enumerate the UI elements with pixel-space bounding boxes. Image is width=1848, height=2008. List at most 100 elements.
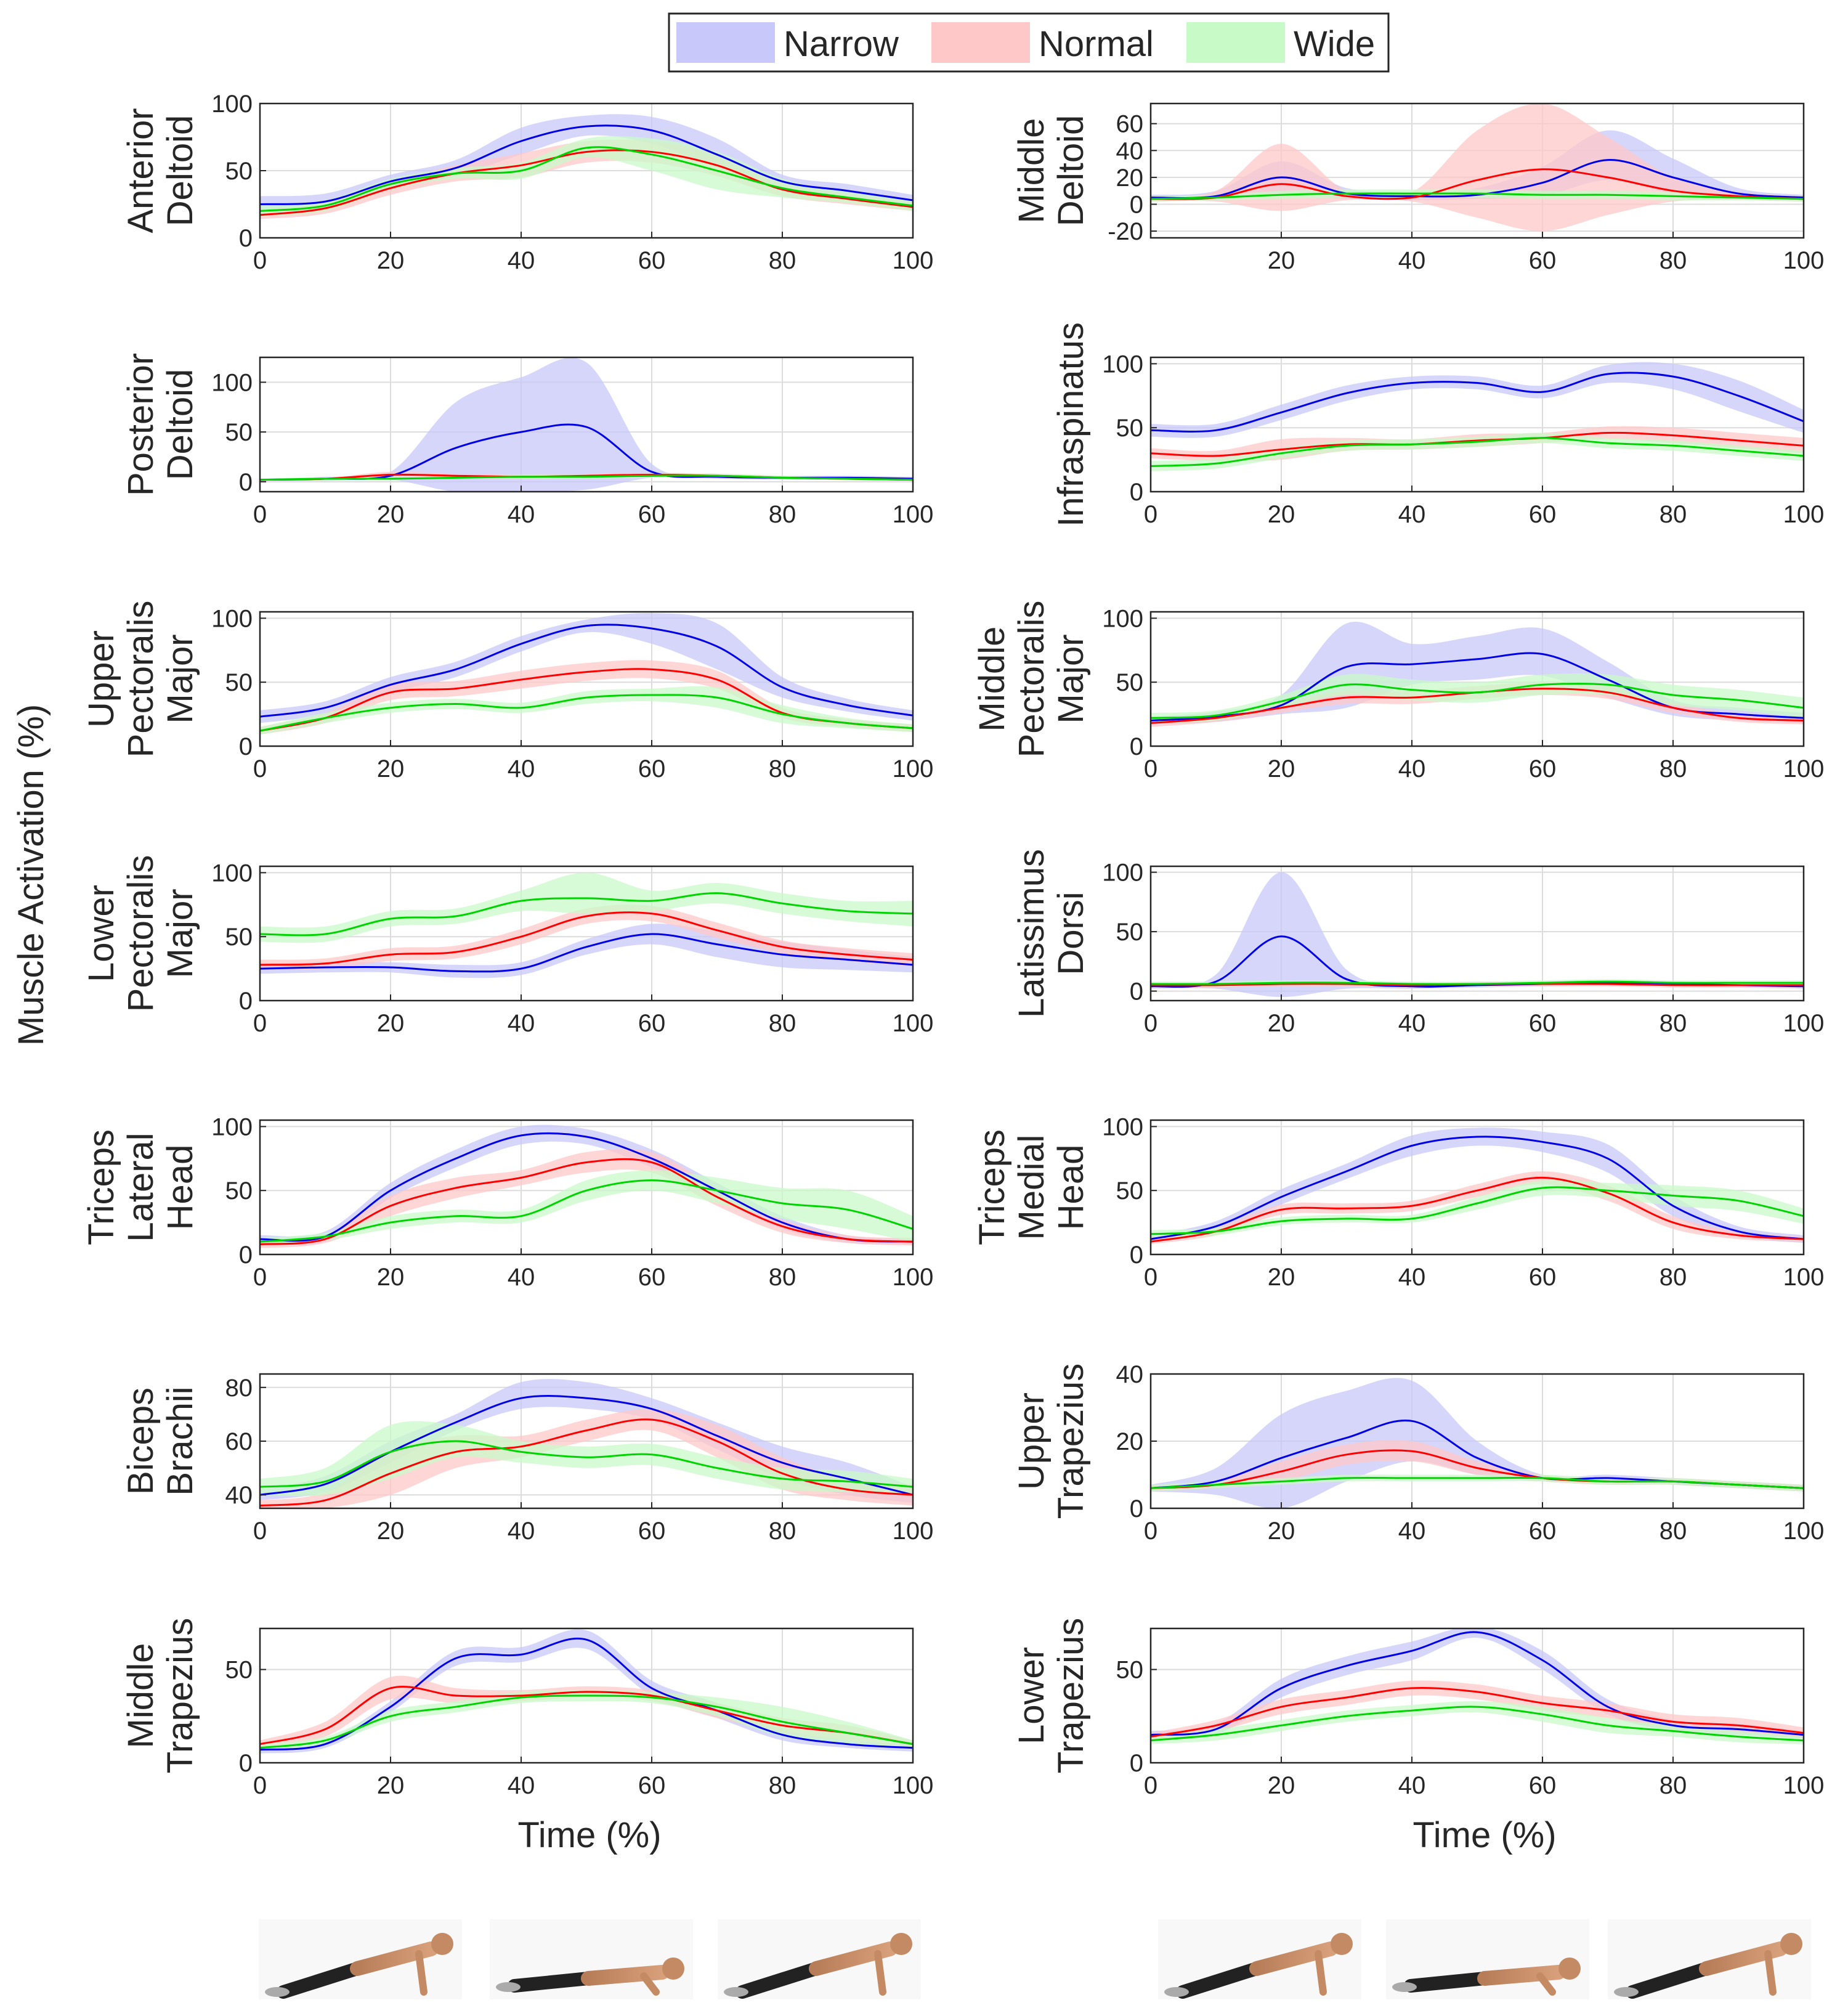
- y-tick-label: 50: [225, 924, 253, 951]
- y-tick-label: 50: [1116, 669, 1144, 696]
- x-tick-label: 80: [769, 1518, 796, 1545]
- legend-swatch-wide: [1186, 22, 1285, 63]
- axes-frame: [1149, 1627, 1805, 1764]
- x-tick-label: 0: [1144, 1772, 1157, 1799]
- y-tick-label: 100: [211, 369, 253, 396]
- panel-title: Anterior Deltoid: [121, 108, 200, 233]
- x-tick-label: 20: [377, 1010, 405, 1037]
- line-normal: [260, 911, 913, 966]
- x-tick-label: 40: [1398, 1772, 1426, 1799]
- push-up-phase-3: [1608, 1919, 1811, 1999]
- x-tick-label: 0: [1144, 1264, 1157, 1291]
- panel-title-line: Major: [1051, 634, 1091, 723]
- line-narrow: [260, 624, 913, 718]
- panel-title: Biceps Brachii: [121, 1386, 200, 1495]
- x-tick-label: 60: [1529, 1518, 1557, 1545]
- panel-title-line: Deltoid: [160, 115, 200, 227]
- x-tick-label: 80: [1660, 247, 1687, 274]
- x-tick-label: 60: [638, 247, 666, 274]
- x-tick-label: 20: [377, 247, 405, 274]
- y-tick-label: 50: [1116, 1657, 1144, 1684]
- panel-triceps-medial-head: 0 20 40 60 80 100 0 50 100 Triceps Medial Head: [972, 1113, 1824, 1291]
- x-axis-label-left: Time (%): [517, 1815, 661, 1855]
- series-group: [260, 1124, 913, 1248]
- x-tick-label: 100: [893, 247, 934, 274]
- y-tick-label: 0: [239, 469, 253, 496]
- panel-title: Latissimus Dorsi: [1011, 849, 1091, 1018]
- series-group: [1151, 362, 1804, 471]
- line-narrow: [260, 933, 913, 973]
- panel-title-line: Pectoralis: [121, 601, 161, 758]
- panel-title-line: Posterior: [121, 353, 161, 496]
- x-tick-label: 20: [377, 1264, 405, 1291]
- y-tick-label: 100: [1102, 351, 1143, 378]
- x-tick-label: 40: [1398, 501, 1426, 528]
- axes-frame: [1149, 102, 1805, 239]
- line-normal: [260, 1158, 913, 1245]
- x-tick-label: 80: [769, 247, 796, 274]
- x-tick-label: 80: [769, 1264, 796, 1291]
- panel-title-line: Lower: [81, 885, 121, 982]
- line-wide: [260, 146, 913, 212]
- y-tick-label: 50: [225, 1177, 253, 1205]
- panel-lower-trapezius: 0 20 40 60 80 100 0 50 Lower Trapezius: [1011, 1618, 1824, 1799]
- x-tick-label: 100: [893, 1772, 934, 1799]
- line-normal: [1151, 1176, 1804, 1243]
- x-tick-label: 0: [253, 1264, 267, 1291]
- y-tick-label: 0: [1130, 1750, 1143, 1777]
- legend-swatch-narrow: [676, 22, 775, 63]
- x-tick-label: 80: [769, 1772, 796, 1799]
- series-group: [1151, 872, 1804, 998]
- panels: 0 20 40 60 80 100 0 50 100 Anterior Deltoid 20 40 60 8…: [81, 91, 1824, 1799]
- x-tick-label: 20: [377, 1518, 405, 1545]
- series-group: [1151, 1128, 1804, 1245]
- series-group: [1151, 1378, 1804, 1508]
- x-tick-label: 20: [1268, 1772, 1295, 1799]
- x-tick-label: 0: [253, 1518, 267, 1545]
- x-tick-label: 0: [253, 501, 267, 528]
- line-wide: [260, 1179, 913, 1243]
- panel-title-line: Middle: [121, 1643, 161, 1749]
- band-wide: [260, 1169, 913, 1246]
- x-tick-label: 80: [769, 501, 796, 528]
- line-normal: [260, 149, 913, 216]
- panel-title-line: Deltoid: [1051, 115, 1091, 227]
- x-tick-label: 20: [1268, 1518, 1295, 1545]
- band-wide: [1151, 1701, 1804, 1744]
- panel-biceps-brachii: 0 20 40 60 80 100 40 60 80 Biceps Brachii: [121, 1373, 933, 1545]
- line-wide: [1151, 192, 1804, 200]
- y-tick-label: 50: [225, 1657, 253, 1684]
- x-tick-label: 80: [1660, 755, 1687, 782]
- line-narrow: [1151, 159, 1804, 199]
- x-tick-label: 20: [1268, 1264, 1295, 1291]
- series-group: [260, 612, 913, 735]
- x-tick-label: 40: [1398, 755, 1426, 782]
- x-tick-label: 100: [893, 1264, 934, 1291]
- panel-title: Middle Trapezius: [121, 1618, 200, 1774]
- x-tick-label: 40: [508, 501, 535, 528]
- y-tick-label: 100: [211, 1113, 253, 1140]
- y-tick-label: 50: [1116, 1177, 1144, 1205]
- line-normal: [1151, 1687, 1804, 1738]
- line-normal: [1151, 168, 1804, 200]
- y-tick-label: 100: [211, 605, 253, 632]
- line-narrow: [260, 1132, 913, 1243]
- y-tick-label: 60: [1116, 111, 1144, 138]
- band-normal: [1151, 1680, 1804, 1741]
- x-tick-label: 60: [1529, 1264, 1557, 1291]
- pushup-illustrations: [259, 1919, 1811, 1999]
- x-tick-label: 100: [1783, 1518, 1825, 1545]
- x-tick-label: 20: [1268, 755, 1295, 782]
- line-narrow: [260, 1395, 913, 1496]
- x-axis-label-right: Time (%): [1412, 1815, 1556, 1855]
- axes-frame: [259, 1119, 914, 1256]
- legend: Narrow Normal Wide: [668, 12, 1390, 73]
- band-narrow: [260, 357, 913, 492]
- axes-frame: [259, 1627, 914, 1764]
- panel-title-line: Middle: [1011, 118, 1052, 224]
- y-tick-label: 0: [1130, 479, 1143, 506]
- panel-title-line: Pectoralis: [121, 855, 161, 1012]
- band-narrow: [1151, 1378, 1804, 1508]
- line-wide: [1151, 683, 1804, 719]
